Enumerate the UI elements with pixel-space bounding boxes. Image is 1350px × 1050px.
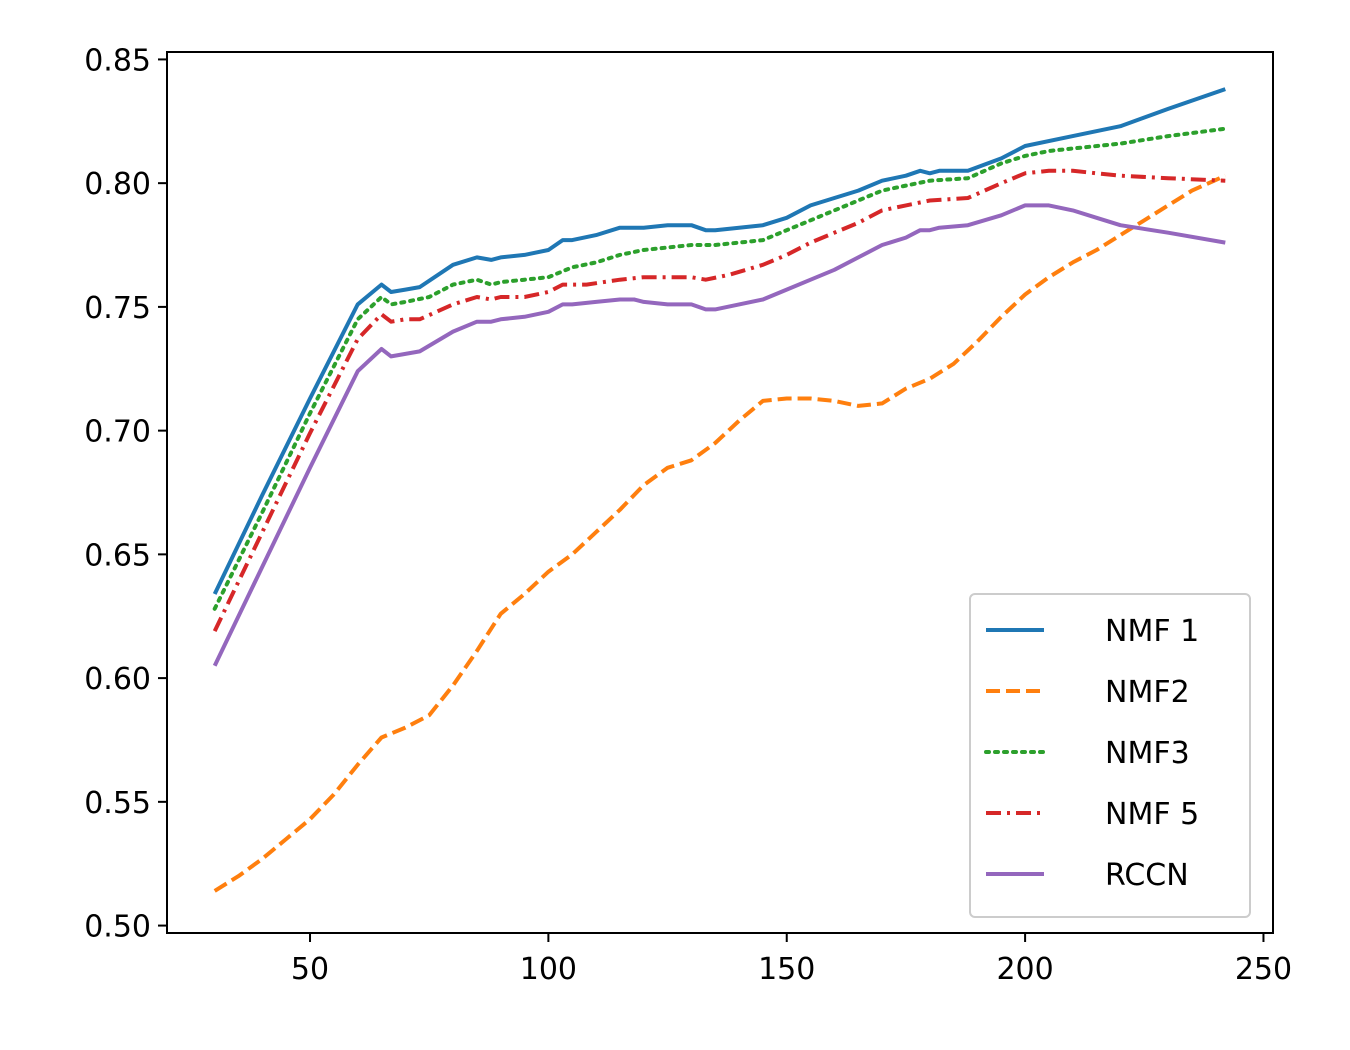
legend-label-1: NMF2 (1105, 675, 1190, 710)
series-line-1 (213, 173, 1227, 893)
series-line-4 (212, 203, 1226, 667)
legend-box (969, 593, 1251, 918)
x-tick-label: 100 (520, 952, 577, 987)
legend-label-3: NMF 5 (1105, 797, 1199, 832)
y-tick-label: 0.55 (84, 786, 151, 821)
y-tick-label: 0.60 (84, 662, 151, 697)
y-tick-label: 0.65 (84, 538, 151, 573)
legend-label-0: NMF 1 (1105, 614, 1199, 649)
y-tick-label: 0.70 (84, 415, 151, 450)
y-tick-label: 0.50 (84, 910, 151, 945)
legend-label-4: RCCN (1105, 858, 1189, 893)
plot-area (212, 87, 1228, 893)
y-tick-label: 0.75 (84, 291, 151, 326)
series-line-3 (212, 168, 1226, 632)
legend: NMF 1 NMF2 NMF3 NMF 5 RCCN (969, 593, 1251, 918)
x-tick-label: 50 (291, 952, 329, 987)
axes-frame (166, 51, 1274, 934)
series-line-0 (212, 87, 1226, 595)
x-tick-label: 200 (996, 952, 1053, 987)
legend-label-2: NMF3 (1105, 736, 1190, 771)
x-tick-label: 250 (1235, 952, 1292, 987)
y-tick-label: 0.85 (84, 43, 151, 78)
y-tick-label: 0.80 (84, 167, 151, 202)
series-line-2 (212, 126, 1228, 611)
x-tick-label: 150 (758, 952, 815, 987)
axes: 50 100 150 200 250 0.50 0.55 0.60 0.65 0.70 0.75 0.… (84, 43, 1292, 987)
